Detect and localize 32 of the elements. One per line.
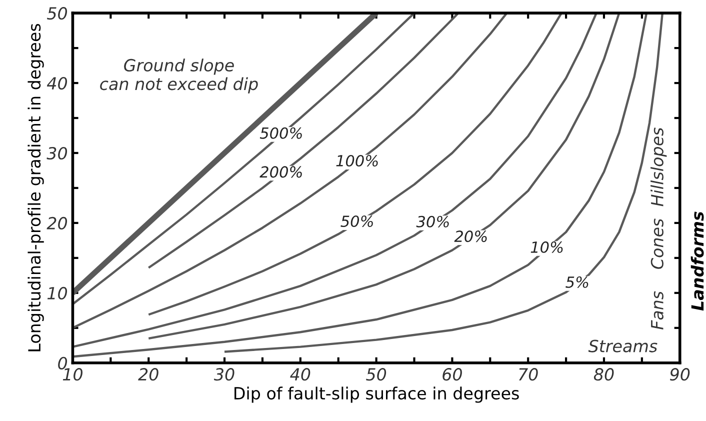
y-tick-label: 0 xyxy=(58,356,68,370)
x-tick-label: 10 xyxy=(62,368,82,381)
annotation: Streams xyxy=(588,340,658,352)
series-label: 30% xyxy=(416,216,449,228)
x-tick-label: 50 xyxy=(366,368,386,381)
x-axis-title: Dip of fault-slip surface in degrees xyxy=(234,386,519,403)
y-axis-title: Longitudinal-profile gradient in degrees xyxy=(28,24,44,352)
annotation: Cones xyxy=(650,218,664,269)
x-tick-label: 90 xyxy=(670,368,690,381)
x-tick-label: 30 xyxy=(214,368,234,381)
line-series xyxy=(72,13,508,330)
x-tick-label: 60 xyxy=(442,368,462,381)
y-tick-label: 30 xyxy=(46,146,68,160)
series-label: 20% xyxy=(454,230,487,242)
y-tick-label: 40 xyxy=(46,76,68,90)
y-tick-label: 20 xyxy=(46,216,68,230)
annotation: Fans xyxy=(651,291,664,330)
series-label: 50% xyxy=(340,215,373,228)
y-tick-label: 10 xyxy=(47,286,68,300)
annotation: Hillslopes xyxy=(650,128,667,206)
x-tick-label: 40 xyxy=(290,368,310,381)
y-tick-label: 50 xyxy=(46,7,68,20)
annotation: Ground slope can not exceed dip xyxy=(100,58,258,94)
x-tick-label: 70 xyxy=(519,368,538,381)
series-label: 500% xyxy=(260,127,302,139)
series-label: 200% xyxy=(260,166,302,178)
series-label: 100% xyxy=(336,154,378,167)
series-label: 10% xyxy=(530,241,563,253)
series-label: 5% xyxy=(566,276,588,288)
x-tick-label: 80 xyxy=(594,368,614,381)
x-tick-label: 20 xyxy=(138,368,158,381)
text: Landforms xyxy=(690,212,704,311)
